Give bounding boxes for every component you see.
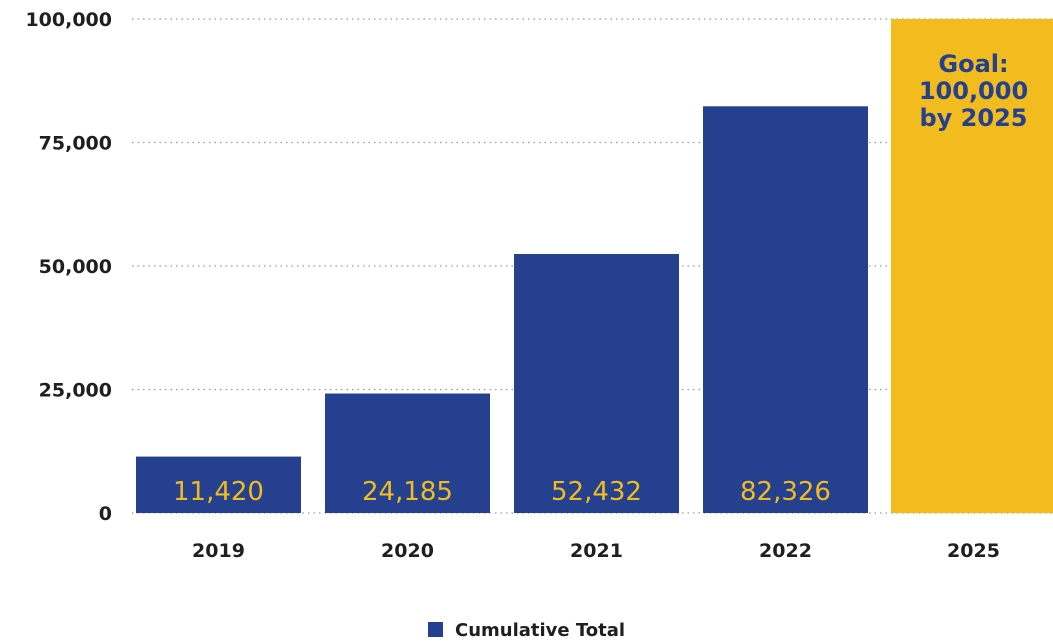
y-axis-ticks: 0 25,000 50,000 75,000 100,000 [25,9,112,525]
y-tick-label-75000: 75,000 [39,133,112,155]
x-tick-label-2022: 2022 [759,540,812,562]
x-axis-ticks: 2019 2020 2021 2022 2025 [192,540,1000,562]
y-tick-label-100000: 100,000 [25,9,112,31]
goal-label-line-2: 100,000 [919,77,1028,105]
x-tick-label-2025: 2025 [947,540,1000,562]
x-tick-label-2021: 2021 [570,540,623,562]
goal-label-line-3: by 2025 [920,104,1028,132]
bar-2019 [136,456,301,513]
y-tick-label-25000: 25,000 [39,380,112,402]
y-tick-label-0: 0 [99,503,112,525]
data-label-2021: 52,432 [551,477,642,507]
bar-2020 [325,393,490,513]
data-label-2020: 24,185 [362,477,453,507]
data-label-2019: 11,420 [173,477,264,507]
data-label-2022: 82,326 [740,477,831,507]
legend: Cumulative Total [428,620,625,641]
goal-label-line-1: Goal: [938,50,1008,78]
x-tick-label-2019: 2019 [192,540,245,562]
bar-2022 [703,106,868,513]
bar-goal-2025 [891,19,1053,513]
legend-label-cumulative-total: Cumulative Total [455,620,625,641]
bars [136,19,1053,514]
bar-2021 [514,253,679,514]
x-tick-label-2020: 2020 [381,540,434,562]
y-tick-label-50000: 50,000 [39,256,112,278]
legend-swatch-cumulative-total [428,622,443,637]
